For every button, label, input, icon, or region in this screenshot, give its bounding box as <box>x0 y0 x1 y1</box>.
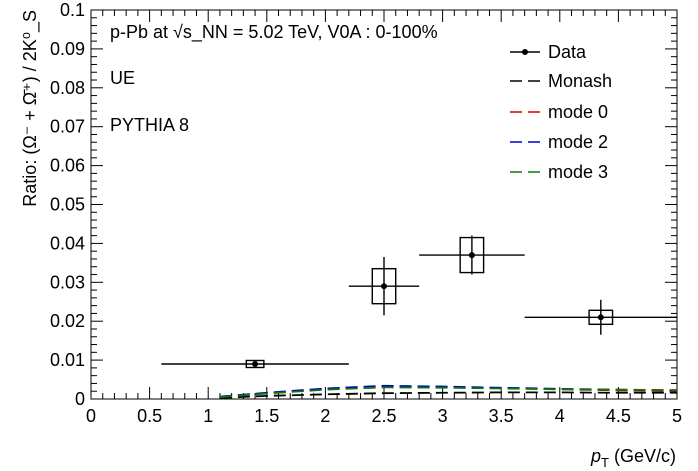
data-sys-error-box <box>371 267 397 305</box>
series-monash-line <box>219 391 677 399</box>
y-tick-label: 0.1 <box>60 0 85 20</box>
x-tick-label: 2 <box>320 406 330 426</box>
annotation-system: p-Pb at √s_NN = 5.02 TeV, V0A : 0-100% <box>110 22 438 43</box>
plot-frame <box>90 9 678 400</box>
data-marker <box>597 314 604 321</box>
series-mode-0-line <box>219 385 678 398</box>
annotation-generator: PYTHIA 8 <box>110 115 189 135</box>
data-point <box>524 299 677 335</box>
legend: Data Monash mode 0 mode 2 mode 3 <box>510 42 612 182</box>
y-tick-label: 0.05 <box>50 195 85 215</box>
data-marker <box>252 360 259 367</box>
data-marker <box>468 252 475 259</box>
series-mode-2-line <box>219 384 678 398</box>
x-tick-label: 1.5 <box>254 406 279 426</box>
legend-label-mode0: mode 0 <box>548 102 608 122</box>
y-tick-label: 0.09 <box>50 39 85 59</box>
plot-area <box>161 235 678 399</box>
data-point <box>161 359 349 369</box>
y-tick-label: 0.08 <box>50 78 85 98</box>
y-tick-label: 0.07 <box>50 117 85 137</box>
x-tick-label: 0.5 <box>137 406 162 426</box>
data-sys-error-box <box>588 309 614 326</box>
data-marker <box>381 283 387 290</box>
y-tick-label: 0.02 <box>50 311 85 331</box>
legend-label-monash: Monash <box>548 71 612 91</box>
y-tick-label: 0.03 <box>50 272 85 292</box>
x-tick-label: 2.5 <box>371 406 396 426</box>
data-sys-error-box <box>245 359 265 369</box>
x-axis-label: pT (GeV/c) <box>590 446 676 470</box>
legend-label-mode2: mode 2 <box>548 132 608 152</box>
legend-data-marker <box>522 49 528 55</box>
x-tick-label: 4.5 <box>606 406 631 426</box>
x-tick-label: 0 <box>86 406 96 426</box>
data-point <box>419 235 525 275</box>
x-tick-label: 1 <box>203 406 213 426</box>
x-tick-label: 4 <box>555 406 565 426</box>
series-mode-3-line <box>219 386 678 398</box>
data-point <box>348 257 420 316</box>
annotation-region: UE <box>110 68 135 88</box>
legend-label-mode3: mode 3 <box>548 162 608 182</box>
y-tick-label: 0.06 <box>50 156 85 176</box>
legend-label-data: Data <box>548 42 587 62</box>
y-axis-label: Ratio: (Ω⁻ + Ω̄⁺) / 2K⁰_S <box>20 10 41 207</box>
x-tick-label: 3 <box>438 406 448 426</box>
y-tick-label: 0.04 <box>50 233 85 253</box>
axes: 0 0.5 1 1.5 2 2.5 3 3.5 4 4.5 5 0 0.01 0.02 0.03 0.04 0.… <box>50 0 682 426</box>
y-tick-label: 0 <box>75 389 85 409</box>
x-tick-label: 3.5 <box>489 406 514 426</box>
y-tick-label: 0.01 <box>50 350 85 370</box>
data-sys-error-box <box>459 236 485 274</box>
x-tick-label: 5 <box>672 406 682 426</box>
